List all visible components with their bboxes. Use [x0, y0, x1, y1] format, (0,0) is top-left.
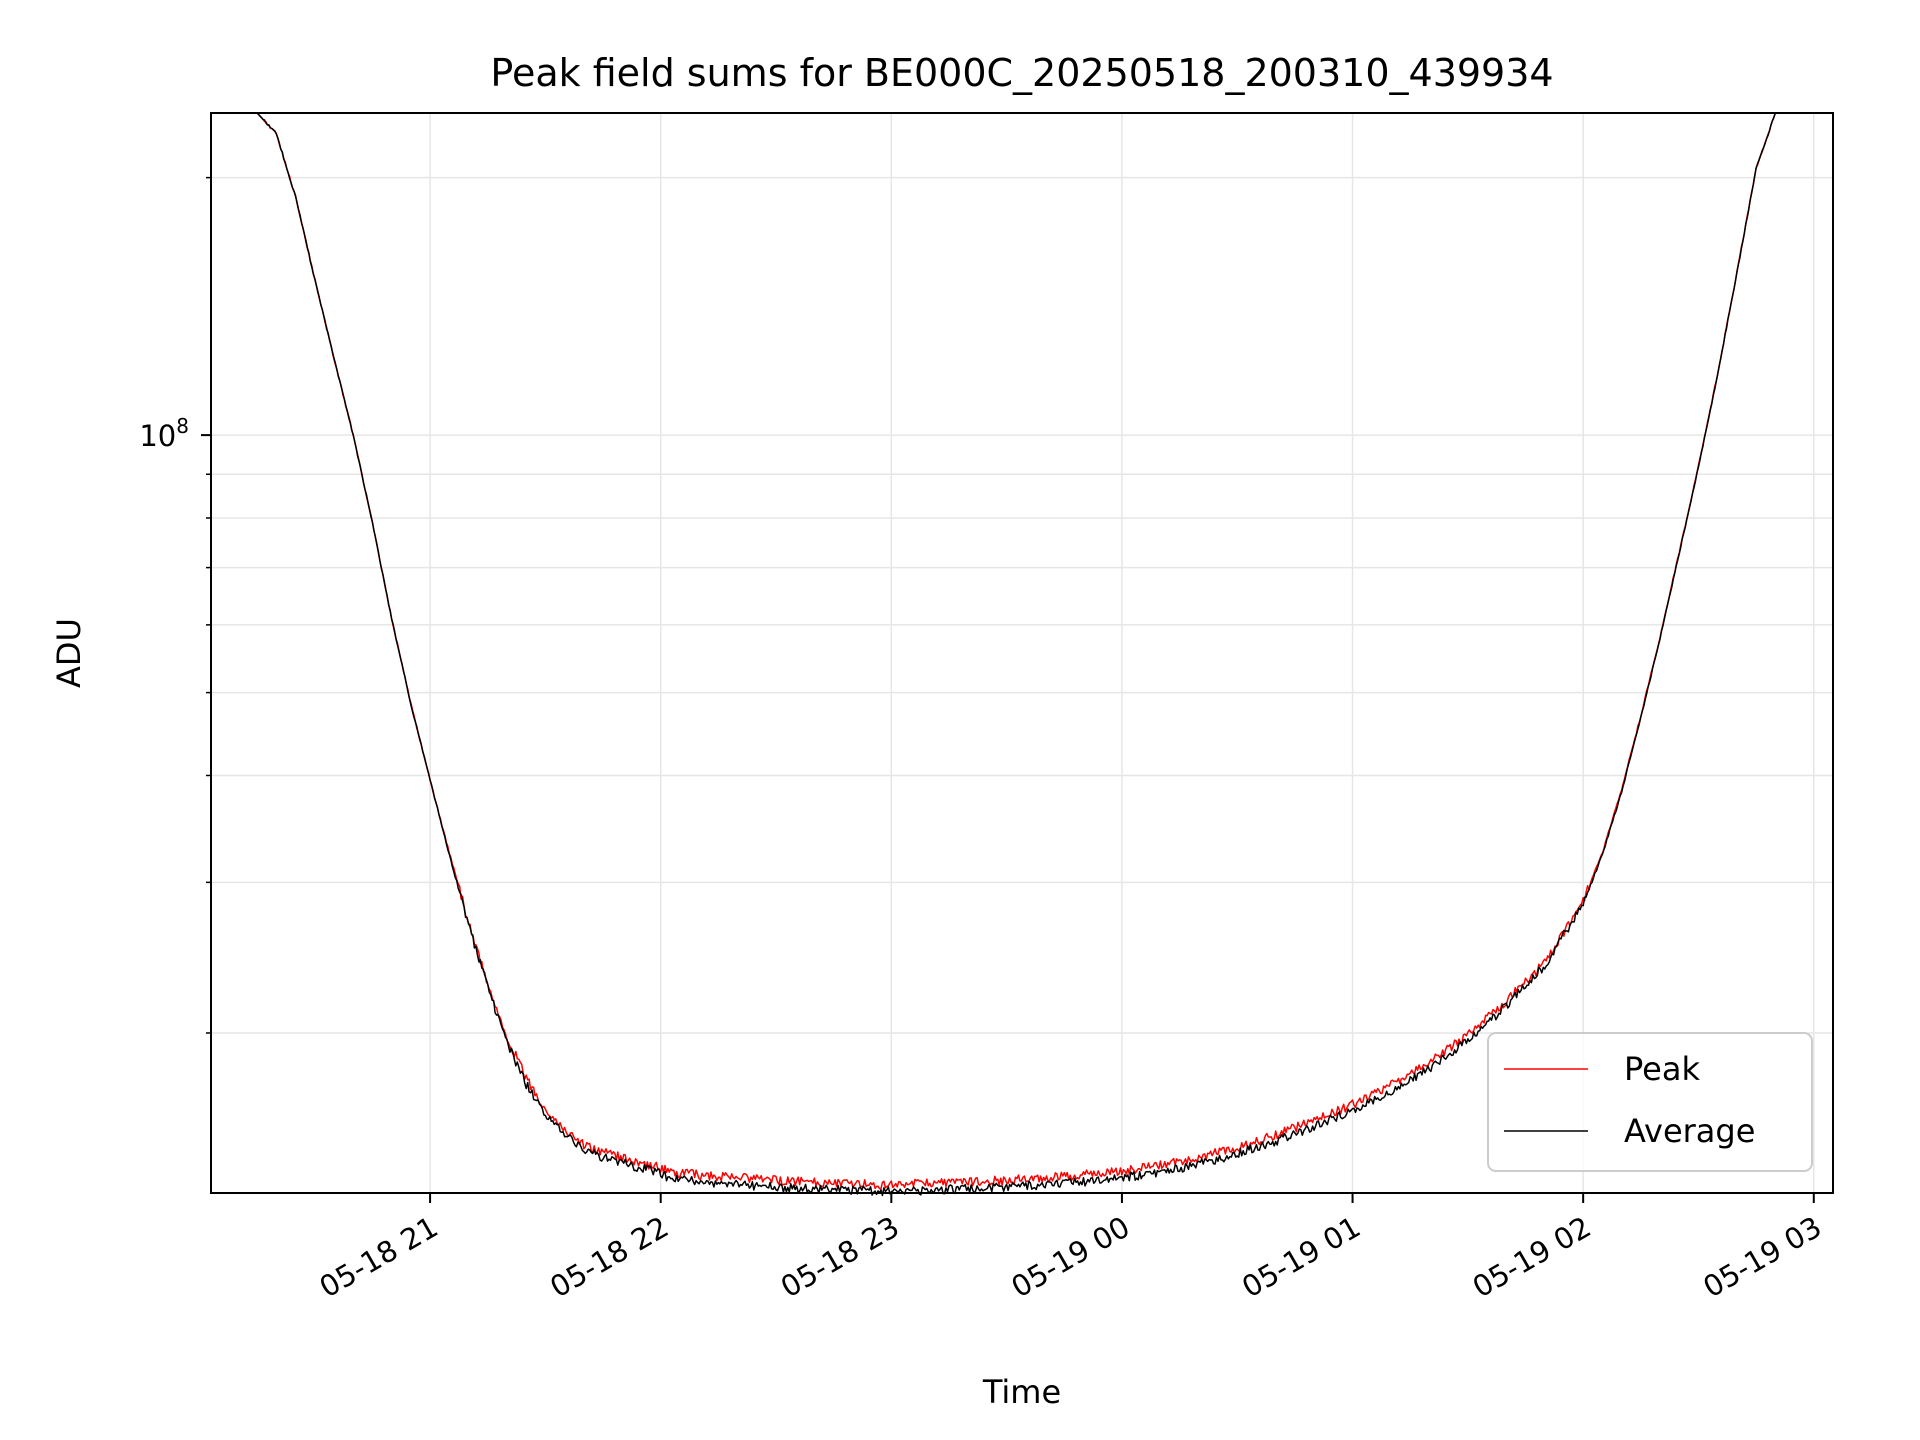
grid-lines	[211, 113, 1833, 1193]
series-layer	[211, 112, 1833, 1197]
y-tick-label: 108	[139, 414, 189, 453]
legend-label-average: Average	[1624, 1112, 1755, 1150]
legend-label-peak: Peak	[1624, 1050, 1700, 1088]
legend-box	[1487, 1032, 1813, 1172]
series-line-average	[211, 112, 1833, 1197]
y-axis: 108	[139, 176, 211, 1034]
plot-frame	[210, 112, 1834, 1194]
y-axis-label: ADU	[50, 618, 88, 688]
x-axis-label: Time	[982, 1373, 1061, 1411]
legend: Peak Average	[1487, 1032, 1813, 1172]
chart-title: Peak field sums for BE000C_20250518_2003…	[490, 51, 1553, 95]
